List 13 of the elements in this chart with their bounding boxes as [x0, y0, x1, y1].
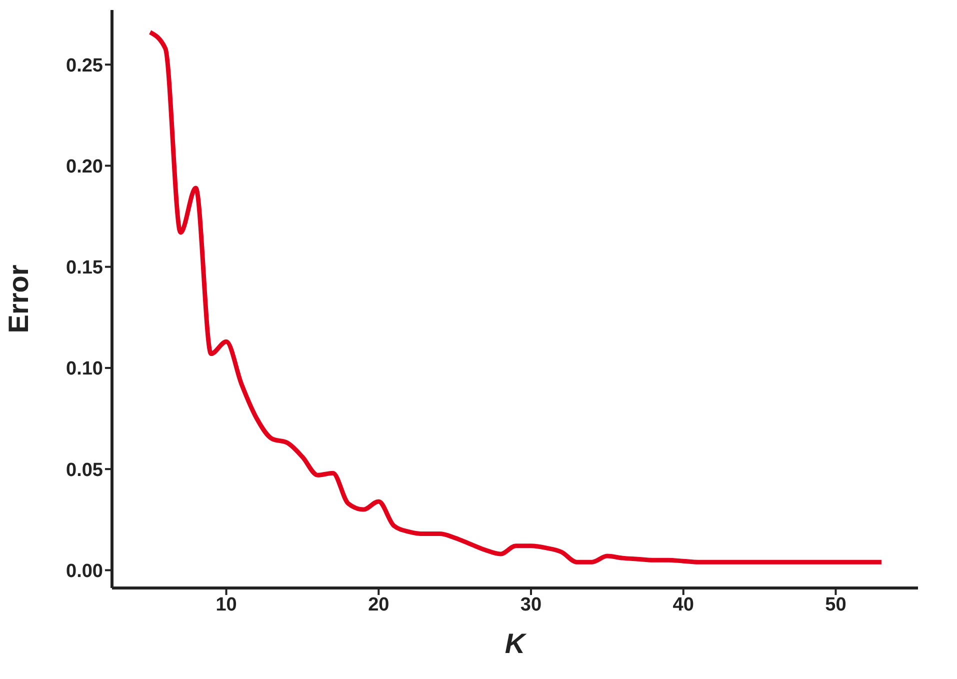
- x-tick-label: 40: [672, 594, 694, 616]
- y-tick-label: 0.15: [66, 258, 104, 279]
- y-tick-label: 0.10: [66, 358, 103, 380]
- x-tick-label: 10: [216, 594, 237, 616]
- x-tick-label: 20: [368, 594, 390, 616]
- y-axis-title: Error: [2, 264, 34, 334]
- x-axis-title: K: [504, 628, 527, 659]
- y-tick-label: 0.05: [66, 460, 104, 481]
- y-tick-label: 0.25: [66, 55, 104, 76]
- x-tick-label: 50: [825, 594, 846, 616]
- y-tick-label: 0.00: [66, 560, 103, 582]
- y-tick-label: 0.20: [66, 156, 103, 178]
- x-tick-label: 30: [520, 594, 542, 616]
